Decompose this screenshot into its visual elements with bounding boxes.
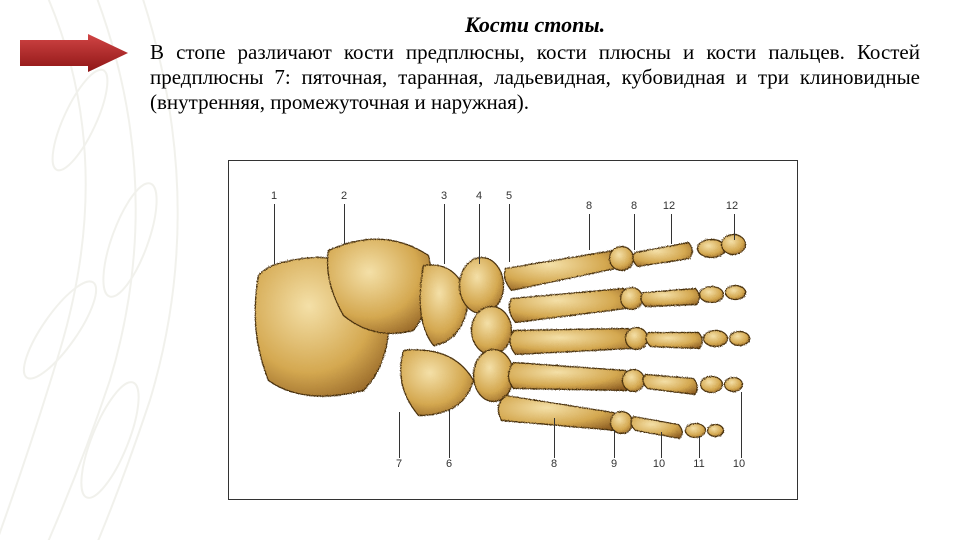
label-top-12b: 12 bbox=[723, 200, 741, 212]
text-block: Кости стопы. В стопе различают кости пре… bbox=[150, 12, 920, 114]
foot-bones-illustration: 1 2 3 4 5 8 8 12 12 7 6 8 9 10 11 10 bbox=[243, 180, 783, 480]
label-top-5: 5 bbox=[500, 190, 518, 202]
label-top-12a: 12 bbox=[660, 200, 678, 212]
foot-bones-svg bbox=[243, 180, 783, 480]
label-top-1: 1 bbox=[265, 190, 283, 202]
slide-paragraph: В стопе различают кости предплюсны, кост… bbox=[150, 40, 920, 114]
label-bot-10a: 10 bbox=[650, 458, 668, 470]
label-bot-9: 9 bbox=[605, 458, 623, 470]
slide-title: Кости стопы. bbox=[150, 12, 920, 38]
label-top-4: 4 bbox=[470, 190, 488, 202]
label-top-8a: 8 bbox=[580, 200, 598, 212]
label-top-2: 2 bbox=[335, 190, 353, 202]
label-bot-6: 6 bbox=[440, 458, 458, 470]
label-bot-11: 11 bbox=[690, 458, 708, 470]
label-bot-8: 8 bbox=[545, 458, 563, 470]
arrow-bullet-icon bbox=[20, 34, 130, 72]
label-top-8b: 8 bbox=[625, 200, 643, 212]
figure-frame: 1 2 3 4 5 8 8 12 12 7 6 8 9 10 11 10 bbox=[228, 160, 798, 500]
label-bot-10b: 10 bbox=[730, 458, 748, 470]
label-bot-7: 7 bbox=[390, 458, 408, 470]
label-top-3: 3 bbox=[435, 190, 453, 202]
